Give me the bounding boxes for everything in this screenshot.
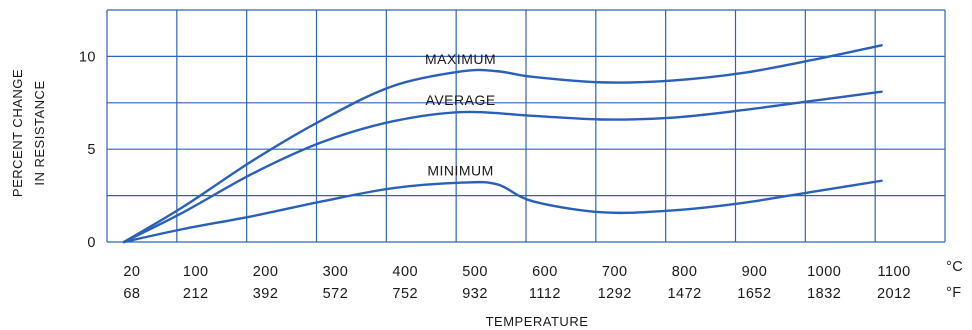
series-line-minimum [122, 179, 883, 244]
x-tick-label-celsius: 500 [462, 264, 488, 280]
x-tick-label-celsius: 100 [183, 264, 209, 280]
y-tick-label: 5 [87, 142, 96, 158]
x-tick-label-celsius: 600 [532, 264, 558, 280]
y-axis-title: PERCENT CHANGE IN RESISTANCE [10, 69, 47, 197]
x-tick-label-celsius: 400 [392, 264, 418, 280]
x-tick-label-fahrenheit: 1652 [737, 286, 771, 302]
tick-labels: 0 5 10 20 68 100 212 200 392 300 572 400 752 500 932 60… [79, 49, 911, 302]
x-tick-label-celsius: 1000 [807, 264, 841, 280]
y-axis-title-line-1: PERCENT CHANGE [10, 69, 25, 197]
x-tick-label-fahrenheit: 212 [183, 286, 209, 302]
curves [122, 44, 883, 244]
x-axis-title: TEMPERATURE [486, 314, 589, 329]
x-tick-label-fahrenheit: 572 [323, 286, 349, 302]
y-axis-title-line-2: IN RESISTANCE [32, 80, 47, 185]
x-tick-label-fahrenheit: 68 [123, 286, 140, 302]
x-tick-label-celsius: 900 [742, 264, 768, 280]
y-tick-label: 10 [79, 49, 96, 65]
unit-fahrenheit-label: °F [946, 285, 962, 301]
x-tick-label-celsius: 800 [672, 264, 698, 280]
y-tick-label: 0 [87, 235, 96, 251]
x-tick-label-celsius: 200 [253, 264, 279, 280]
x-tick-label-celsius: 1100 [877, 264, 910, 280]
x-tick-label-fahrenheit: 1292 [598, 286, 632, 302]
series-label-average: AVERAGE [426, 92, 496, 108]
x-tick-label-fahrenheit: 1112 [529, 286, 561, 302]
x-tick-label-fahrenheit: 2012 [877, 286, 911, 302]
x-tick-label-fahrenheit: 1472 [667, 286, 701, 302]
series-line-maximum [122, 44, 883, 244]
series-line-average [122, 90, 883, 244]
grid [106, 9, 946, 243]
x-tick-label-celsius: 20 [123, 264, 140, 280]
x-tick-label-celsius: 700 [602, 264, 628, 280]
x-tick-label-fahrenheit: 1832 [807, 286, 841, 302]
unit-celsius-label: °C [946, 259, 963, 275]
x-tick-label-fahrenheit: 932 [462, 286, 488, 302]
series-label-maximum: MAXIMUM [425, 51, 496, 67]
series-label-minimum: MINIMUM [427, 163, 494, 179]
x-tick-label-celsius: 300 [323, 264, 349, 280]
x-tick-label-fahrenheit: 752 [392, 286, 418, 302]
x-tick-label-fahrenheit: 392 [253, 286, 279, 302]
